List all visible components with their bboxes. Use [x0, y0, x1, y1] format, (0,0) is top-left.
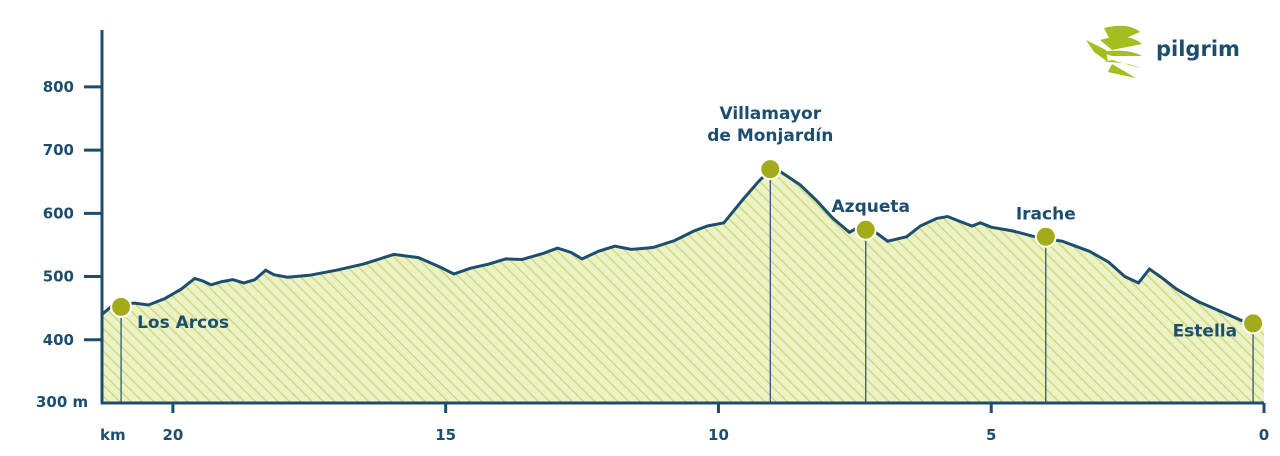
y-ticks: 800 700 600 500 400 — [43, 78, 102, 349]
x-tick-label-20: 20 — [162, 426, 183, 444]
stop-markers — [110, 158, 1265, 335]
stop-label-estella: Estella — [1173, 321, 1238, 341]
stop-marker-estella[interactable] — [1242, 312, 1265, 335]
scallop-shell-icon — [1086, 25, 1142, 78]
x-origin-label: km — [100, 426, 126, 444]
stop-label-villamayor-line1: Villamayor — [719, 104, 821, 124]
y-tick-label-500: 500 — [43, 268, 74, 286]
x-tick-label-5: 5 — [986, 426, 996, 444]
y-tick-label-700: 700 — [43, 141, 74, 159]
stop-drop-lines — [120, 169, 1254, 403]
stop-marker-azqueta[interactable] — [854, 218, 877, 241]
stop-marker-villamayor[interactable] — [759, 158, 782, 181]
stop-label-villamayor-line2: de Monjardín — [707, 126, 833, 146]
stop-label-azqueta: Azqueta — [832, 197, 910, 217]
y-tick-label-600: 600 — [43, 204, 74, 222]
stop-label-los-arcos: Los Arcos — [137, 313, 229, 333]
elevation-profile-line — [101, 168, 1265, 327]
y-tick-label-400: 400 — [43, 331, 74, 349]
stop-marker-irache[interactable] — [1034, 225, 1057, 248]
y-tick-label-800: 800 — [43, 78, 74, 96]
brand-name: pilgrim — [1156, 37, 1240, 61]
x-tick-label-10: 10 — [708, 426, 729, 444]
elevation-area — [102, 170, 1264, 403]
x-ticks: 20 15 10 5 0 — [162, 403, 1269, 444]
stop-label-irache: Irache — [1016, 205, 1076, 225]
x-tick-label-0: 0 — [1259, 426, 1269, 444]
x-tick-label-15: 15 — [435, 426, 456, 444]
logo[interactable]: pilgrim — [1086, 25, 1240, 78]
stop-marker-los-arcos[interactable] — [110, 295, 133, 318]
y-origin-label: 300 m — [36, 393, 88, 411]
